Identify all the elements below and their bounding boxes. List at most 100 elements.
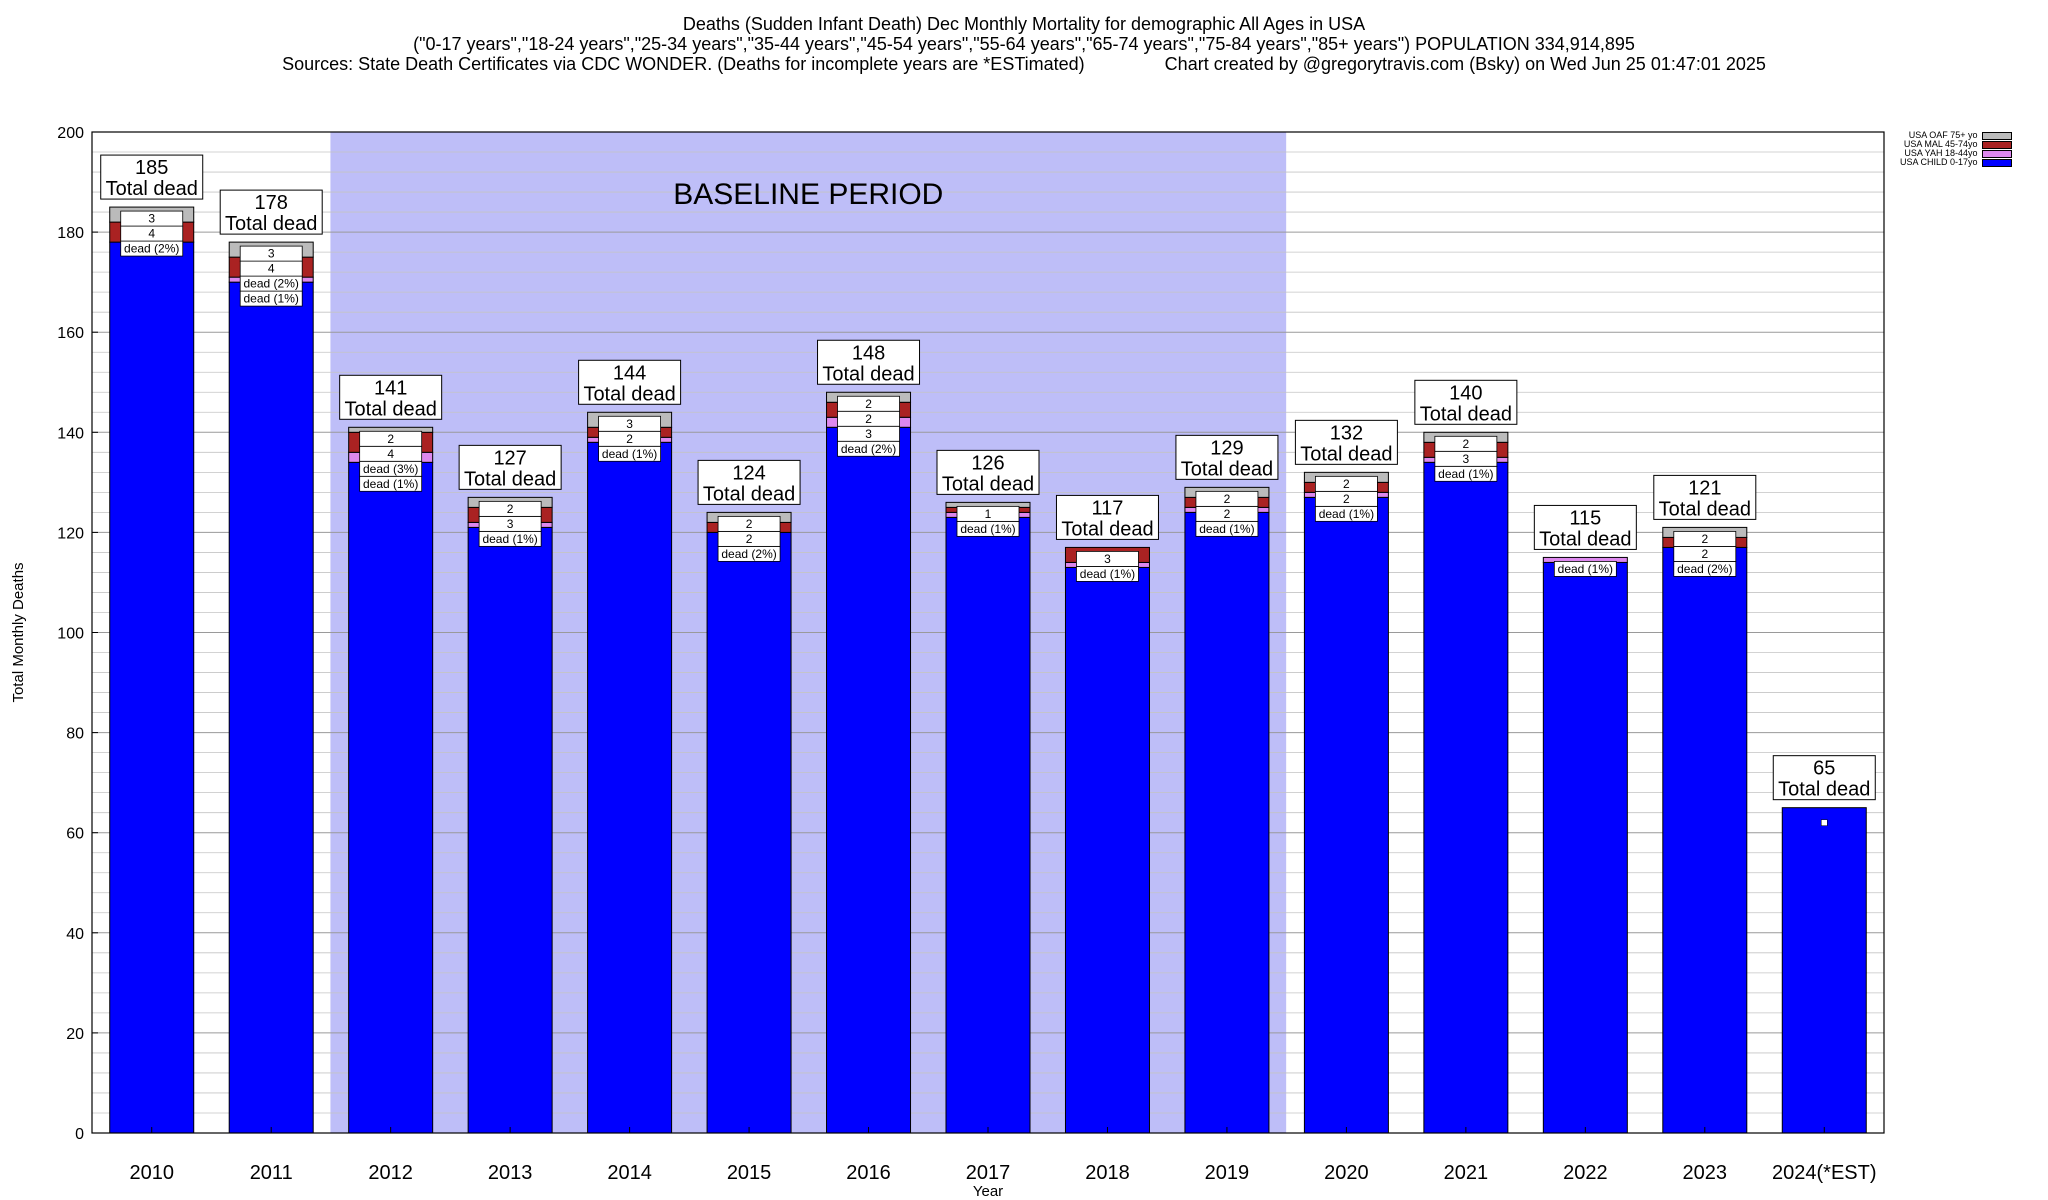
segment-label: 2 <box>1701 547 1708 561</box>
bar-segment <box>826 426 912 1134</box>
segment-label-box <box>120 210 184 227</box>
total-label-box <box>1772 755 1876 801</box>
total-label-box <box>100 154 204 200</box>
bar-segment <box>348 461 434 1134</box>
total-label-box <box>458 444 562 490</box>
segment-label: 3 <box>507 517 514 531</box>
bar-segment <box>1064 566 1150 1134</box>
segment-label: 3 <box>865 427 872 441</box>
total-suffix: Total dead <box>225 213 317 235</box>
segment-label: 2 <box>387 432 394 446</box>
segment-label: dead (2%) <box>244 277 299 291</box>
total-value: 126 <box>971 452 1004 474</box>
total-suffix: Total dead <box>1300 443 1392 465</box>
total-suffix: Total dead <box>703 483 795 505</box>
total-value: 65 <box>1813 758 1835 780</box>
total-suffix: Total dead <box>464 468 556 490</box>
baseline-period-label: BASELINE PERIOD <box>673 178 943 211</box>
total-value: 185 <box>135 157 168 179</box>
x-tick-label: 2020 <box>1324 1162 1369 1184</box>
legend-swatch <box>1981 158 2012 167</box>
segment-label: 2 <box>626 432 633 446</box>
x-tick-label: 2019 <box>1205 1162 1250 1184</box>
total-label-box <box>697 459 801 505</box>
bar-marker <box>1821 819 1828 826</box>
y-tick-label: 100 <box>57 626 84 643</box>
total-suffix: Total dead <box>1181 458 1273 480</box>
y-tick-label: 60 <box>66 826 84 843</box>
bar-segment <box>1781 807 1867 1134</box>
segment-label-box <box>1315 475 1378 492</box>
segment-label-box <box>956 505 1020 522</box>
legend-item: USA MAL 45-74yo <box>1900 140 2012 149</box>
segment-label-box <box>717 515 781 532</box>
total-value: 144 <box>613 362 646 384</box>
legend-label: USA CHILD 0-17yo <box>1900 157 1978 167</box>
total-value: 178 <box>255 192 288 214</box>
x-tick-label: 2018 <box>1085 1162 1130 1184</box>
x-tick-label: 2014 <box>607 1162 652 1184</box>
chart-title: Deaths (Sudden Infant Death) Dec Monthly… <box>682 14 1366 34</box>
segment-label: dead (1%) <box>482 532 537 546</box>
total-label-box <box>1533 504 1637 550</box>
segment-label-box <box>478 500 542 517</box>
segment-label: 2 <box>1224 507 1231 521</box>
bar-segment <box>1423 461 1509 1134</box>
total-suffix: Total dead <box>1659 498 1751 520</box>
segment-label-box <box>1553 561 1617 577</box>
segment-label-box <box>837 395 900 412</box>
total-suffix: Total dead <box>1539 528 1631 550</box>
segment-label: dead (1%) <box>244 292 299 306</box>
segment-label: 3 <box>1104 552 1111 566</box>
segment-label: dead (1%) <box>1438 467 1493 481</box>
bar-segment <box>706 531 792 1134</box>
x-tick-label: 2010 <box>129 1162 174 1184</box>
total-suffix: Total dead <box>583 383 675 405</box>
x-tick-label: 2015 <box>727 1162 772 1184</box>
y-tick-label: 40 <box>66 926 84 943</box>
x-tick-label: 2021 <box>1444 1162 1489 1184</box>
legend-swatch <box>1981 149 2012 158</box>
total-label-box <box>219 189 323 235</box>
segment-label-box <box>239 245 303 262</box>
x-tick-label: 2023 <box>1683 1162 1728 1184</box>
segment-label: 1 <box>985 507 992 521</box>
total-label-box <box>936 449 1040 495</box>
segment-label: 3 <box>148 212 155 226</box>
segment-label: dead (1%) <box>602 447 657 461</box>
segment-label: dead (3%) <box>363 462 418 476</box>
legend-swatch <box>1981 140 2012 149</box>
y-tick-label: 160 <box>57 325 84 342</box>
segment-label: 2 <box>1463 437 1470 451</box>
total-suffix: Total dead <box>822 363 914 385</box>
x-tick-label: 2013 <box>488 1162 533 1184</box>
bar-segment <box>587 441 673 1134</box>
legend-swatch <box>1981 131 2012 140</box>
bar-segment <box>1542 561 1628 1134</box>
legend-label: USA OAF 75+ yo <box>1908 130 1978 140</box>
segment-label: dead (1%) <box>1080 567 1135 581</box>
x-tick-label: 2016 <box>846 1162 891 1184</box>
segment-label-box <box>1434 435 1498 452</box>
segment-label: dead (2%) <box>124 242 179 256</box>
segment-label-box <box>1673 530 1737 547</box>
y-axis-label: Total Monthly Deaths <box>10 562 27 702</box>
segment-label: 2 <box>746 517 753 531</box>
segment-label: 2 <box>1701 532 1708 546</box>
y-tick-label: 80 <box>66 726 84 743</box>
total-value: 148 <box>852 342 885 364</box>
chart-subtitle: ("0-17 years","18-24 years","25-34 years… <box>413 34 1635 54</box>
total-value: 132 <box>1330 422 1363 444</box>
segment-label: 4 <box>387 447 394 461</box>
chart-sources-line: Sources: State Death Certificates via CD… <box>282 54 1766 74</box>
segment-label: dead (1%) <box>1199 522 1254 536</box>
total-value: 141 <box>374 377 407 399</box>
segment-label: dead (2%) <box>721 547 776 561</box>
segment-label: 2 <box>1343 492 1350 506</box>
segment-label: 3 <box>626 417 633 431</box>
total-label-box <box>578 359 682 405</box>
segment-label: 4 <box>268 262 275 276</box>
legend-label: USA YAH 18-44yo <box>1904 148 1978 158</box>
x-tick-label: 2011 <box>250 1162 293 1184</box>
segment-label: dead (2%) <box>1677 562 1732 576</box>
